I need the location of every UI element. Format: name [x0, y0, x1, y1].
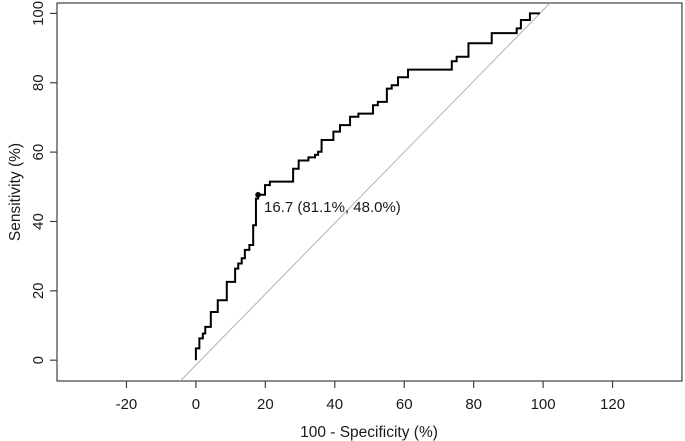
y-tick-label: 0 [30, 356, 47, 364]
x-tick-label: 0 [192, 396, 200, 413]
y-axis-title: Sensitivity (%) [7, 143, 24, 241]
x-tick-label: 60 [396, 396, 413, 413]
y-tick-label: 40 [30, 213, 47, 230]
criterion-annotation: 16.7 (81.1%, 48.0%) [264, 199, 401, 216]
x-tick-label: 40 [326, 396, 343, 413]
x-tick-label: 20 [257, 396, 274, 413]
x-axis-title: 100 - Specificity (%) [300, 424, 438, 441]
y-tick-label: 80 [30, 74, 47, 91]
y-tick-label: 20 [30, 282, 47, 299]
criterion-point-marker [255, 191, 261, 198]
y-tick-label: 60 [30, 144, 47, 161]
reference-diagonal-line [179, 2, 551, 382]
roc-curve-line [194, 12, 540, 361]
x-tick-label: 100 [531, 396, 556, 413]
plot-border [56, 2, 683, 382]
x-tick-label: 80 [465, 396, 482, 413]
y-tick-label: 100 [30, 1, 47, 26]
x-tick-label: 120 [600, 396, 625, 413]
x-tick-label: -20 [116, 396, 138, 413]
plot-content: -20 0 20 40 60 80 100 120 0 20 40 60 80 100 16.7 (81.1… [30, 1, 625, 413]
